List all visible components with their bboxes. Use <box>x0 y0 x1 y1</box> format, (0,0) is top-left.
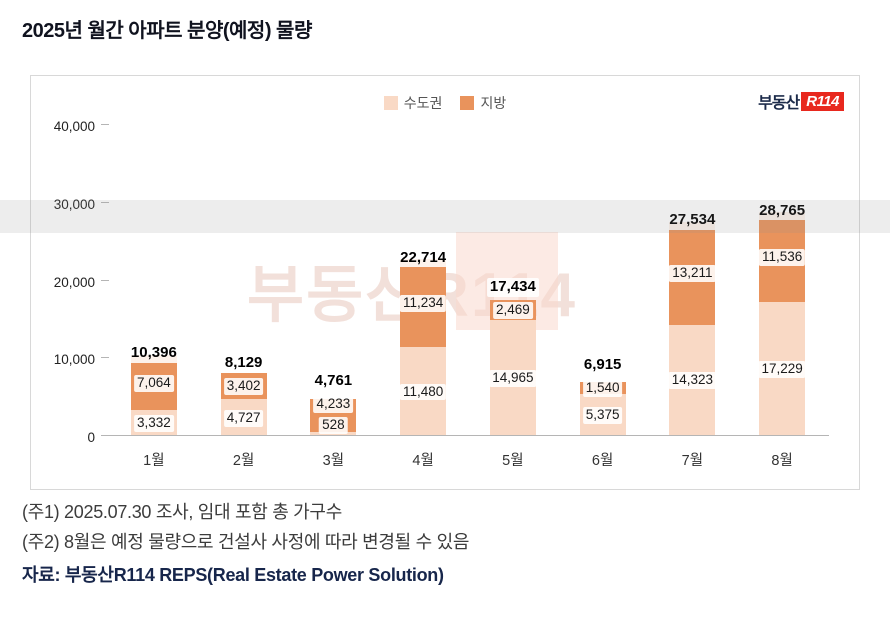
x-axis-label: 2월 <box>232 453 255 469</box>
total-value: 6,915 <box>580 356 625 376</box>
segment-value-jibang: 11,536 <box>758 249 806 267</box>
y-axis-tick <box>101 124 109 125</box>
segment-value-sudogwon: 3,332 <box>133 415 174 433</box>
x-axis-label: 3월 <box>322 453 345 469</box>
segment-value-jibang: 11,234 <box>399 295 447 313</box>
y-axis-label: 30,000 <box>53 196 95 212</box>
segment-value-sudogwon: 11,480 <box>399 383 447 401</box>
note-2: (주2) 8월은 예정 물량으로 건설사 사정에 따라 변경될 수 있음 <box>22 532 470 552</box>
legend-swatch-sudogwon <box>383 96 398 110</box>
y-axis-label: 20,000 <box>53 274 95 290</box>
brand-logo-badge: R114 <box>801 91 844 111</box>
x-axis-label: 7월 <box>681 453 704 469</box>
source-line: 자료: 부동산R114 REPS(Real Estate Power Solut… <box>22 565 444 585</box>
brand-logo: 부동산 R114 <box>758 89 844 113</box>
y-axis-label: 0 <box>87 430 95 445</box>
segment-value-jibang: 1,540 <box>582 380 623 398</box>
segment-value-jibang: 2,469 <box>492 302 533 320</box>
legend-label-sudogwon: 수도권 <box>403 95 443 111</box>
legend-label-jibang: 지방 <box>480 95 507 111</box>
segment-value-jibang: 4,233 <box>313 396 354 413</box>
segment-value-sudogwon: 17,229 <box>758 361 806 379</box>
x-axis-label: 4월 <box>412 453 434 469</box>
legend-item-sudogwon: 수도권 <box>383 93 443 113</box>
y-axis-tick <box>101 435 109 436</box>
y-axis-label: 10,000 <box>53 352 95 368</box>
total-value: 4,761 <box>311 372 356 391</box>
segment-value-sudogwon: 14,965 <box>489 369 537 387</box>
page-title: 2025년 월간 아파트 분양(예정) 물량 <box>22 20 312 42</box>
total-value: 10,396 <box>127 344 180 364</box>
segment-value-sudogwon: 4,727 <box>223 409 264 427</box>
legend-swatch-jibang <box>460 96 475 110</box>
segment-value-sudogwon: 14,323 <box>668 372 717 390</box>
chart-legend: 수도권 지방 <box>31 93 859 113</box>
segment-value-jibang: 7,064 <box>133 374 174 392</box>
note-1: (주1) 2025.07.30 조사, 임대 포함 총 가구수 <box>22 502 342 522</box>
chart-container: 수도권 지방 부동산 R114 부동산R114 0 10,000 20,000 30,… <box>30 75 860 490</box>
total-value: 28,765 <box>756 201 809 221</box>
y-axis-label: 40,000 <box>53 119 95 134</box>
legend-item-jibang: 지방 <box>460 93 506 113</box>
y-axis-tick <box>101 357 109 359</box>
y-axis-tick <box>101 201 109 203</box>
y-axis-tick <box>101 279 109 281</box>
segment-value-jibang: 3,402 <box>223 378 264 396</box>
x-axis-label: 1월 <box>143 453 165 469</box>
x-axis-label: 8월 <box>771 453 793 469</box>
total-value: 8,129 <box>221 354 266 374</box>
plot-area: 0 10,000 20,000 30,000 40,000 3,332 7,064 10,39… <box>54 119 829 469</box>
total-value: 17,434 <box>486 278 539 298</box>
total-value: 27,534 <box>666 211 719 230</box>
segment-value-jibang: 13,211 <box>669 265 716 283</box>
brand-logo-text: 부동산 <box>758 95 800 112</box>
total-value: 22,714 <box>397 248 450 268</box>
segment-value-sudogwon: 528 <box>319 417 348 434</box>
segment-value-sudogwon: 5,375 <box>582 407 623 425</box>
x-axis-label: 5월 <box>502 453 524 469</box>
x-axis-label: 6월 <box>591 453 614 469</box>
